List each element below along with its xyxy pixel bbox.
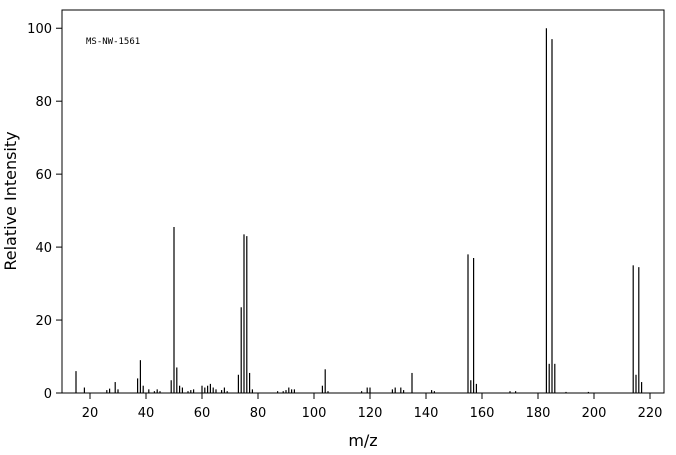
x-tick-label: 180 xyxy=(526,406,551,421)
x-tick-label: 100 xyxy=(302,406,327,421)
y-tick-label: 40 xyxy=(35,241,52,256)
x-tick-label: 40 xyxy=(138,406,155,421)
y-tick-label: 60 xyxy=(35,168,52,183)
annotation: MS-NW-1561 xyxy=(86,37,140,47)
x-tick-label: 60 xyxy=(194,406,211,421)
y-tick-label: 20 xyxy=(35,314,52,329)
y-tick-label: 100 xyxy=(27,22,52,37)
x-tick-label: 220 xyxy=(638,406,663,421)
x-tick-label: 120 xyxy=(358,406,383,421)
x-tick-label: 200 xyxy=(582,406,607,421)
y-tick-label: 80 xyxy=(35,95,52,110)
x-axis-label: m/z xyxy=(348,431,377,450)
x-tick-label: 140 xyxy=(414,406,439,421)
x-tick-label: 80 xyxy=(250,406,267,421)
x-tick-label: 20 xyxy=(82,406,99,421)
y-axis-label: Relative Intensity xyxy=(1,131,20,270)
y-tick-label: 0 xyxy=(44,387,52,402)
x-tick-label: 160 xyxy=(470,406,495,421)
plot-frame xyxy=(61,9,665,394)
